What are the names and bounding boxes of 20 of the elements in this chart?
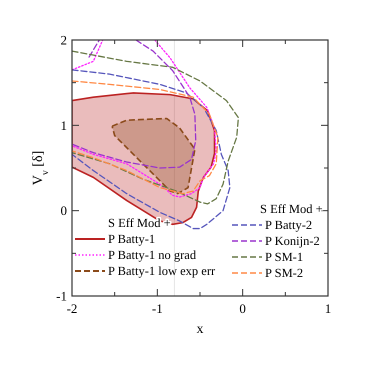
y-tick-label: 2: [60, 32, 67, 48]
x-axis-title: x: [196, 322, 204, 337]
y-tick-label: 0: [60, 203, 67, 218]
x-tick-label: 1: [324, 301, 332, 316]
legend-label: P Batty-2: [265, 218, 312, 232]
y-tick-label: 1: [60, 118, 67, 133]
x-tick-label: -1: [152, 301, 163, 316]
legend-label: P Konijn-2: [265, 234, 320, 248]
y-tick-label: -1: [56, 288, 67, 304]
line-series: [72, 69, 231, 230]
line-series: [72, 80, 219, 194]
x-tick-label: -2: [66, 301, 78, 316]
legend-label: P Batty-1 low exp err: [108, 264, 216, 278]
legend-label: P SM-2: [265, 266, 304, 280]
legend-label: P Batty-1 no grad: [108, 248, 197, 262]
annotation: S Eff Mod +: [260, 202, 323, 216]
line-series: [72, 50, 240, 204]
x-tick-label: 0: [239, 301, 246, 316]
legend-label: P SM-1: [265, 250, 304, 264]
legend-label: P Batty-1: [108, 232, 156, 246]
